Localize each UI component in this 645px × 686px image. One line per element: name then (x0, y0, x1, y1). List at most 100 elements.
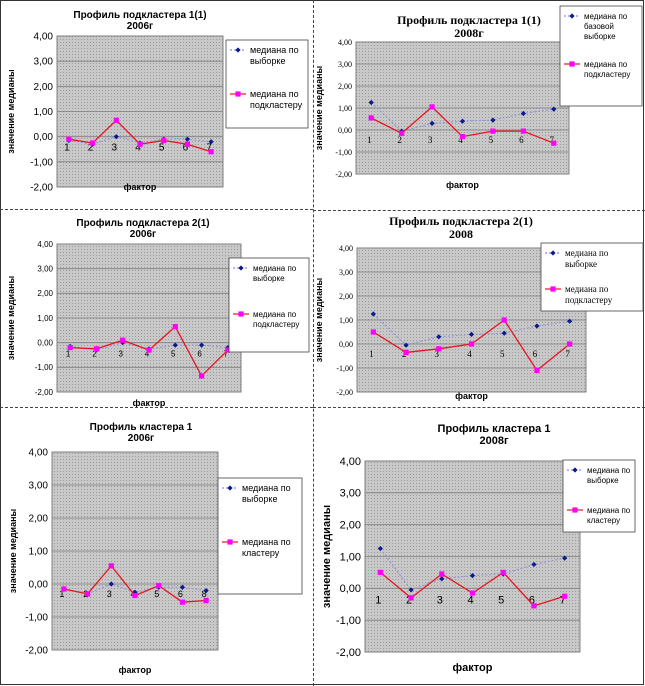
y-tick-label: 3,00 (340, 488, 361, 500)
y-tick-label: -2,00 (35, 388, 54, 397)
x-tick-label: 4 (135, 143, 141, 154)
chart-subtitle: 2006г (130, 229, 156, 240)
data-point-diamond (468, 331, 475, 337)
y-tick-label: 2,00 (37, 289, 53, 298)
x-tick-label: 1 (59, 589, 64, 599)
data-point-square (551, 140, 557, 146)
x-tick-label: 4 (458, 135, 463, 145)
data-point-diamond (179, 584, 186, 590)
y-tick-label: 3,00 (338, 60, 352, 69)
data-point-square (172, 324, 178, 330)
legend-label: медиана по кластеру (587, 506, 631, 525)
x-tick-label: 4 (145, 350, 150, 359)
x-tick-label: 3 (118, 350, 123, 359)
y-tick-label: 1,00 (29, 547, 49, 558)
chart-svg: 4,00 3,00 2,00 1,00 0,00 -1,00 -2,00 1 2 3 4 5 6 7 Про… (6, 217, 310, 407)
x-tick-label: 8 (202, 589, 207, 599)
data-point-square (429, 104, 435, 110)
data-point-diamond (439, 576, 445, 582)
chart-svg: 4,003,002,001,000,00-1,00-2,001234568Про… (8, 421, 303, 675)
legend-swatch-marker (572, 507, 578, 513)
data-point-square (93, 346, 100, 352)
legend-label: медиана по подкластеру (253, 310, 299, 329)
legend-swatch-marker (569, 13, 575, 19)
y-axis-label: значение медианы (6, 275, 16, 360)
data-point-square (137, 141, 143, 147)
legend-label: медиана по выборке (565, 248, 609, 269)
x-tick-label: 7 (560, 594, 566, 606)
y-tick-label: 1,00 (37, 314, 53, 323)
x-axis-label: фактор (119, 665, 152, 675)
chart-panel-subcluster-2-2006: 4,00 3,00 2,00 1,00 0,00 -1,00 -2,00 1 2 3 4 5 6 7 Про… (0, 210, 313, 407)
data-point-diamond (368, 99, 374, 106)
data-point-square (436, 346, 442, 352)
data-point-square (146, 347, 152, 353)
legend-box (217, 477, 303, 595)
x-tick-label: 3 (435, 349, 440, 359)
y-tick-label: 2,00 (339, 292, 353, 301)
chart-title: Профиль подкластера 2(1) (76, 217, 209, 229)
y-tick-label: 4,00 (29, 448, 49, 459)
data-point-square (562, 593, 568, 599)
data-point-square (84, 591, 91, 597)
data-point-diamond (459, 118, 466, 124)
legend-swatch-marker (550, 250, 556, 256)
y-tick-label: 4,00 (34, 32, 54, 43)
legend: медиана по базовой выборке медиана по подкла… (559, 5, 643, 107)
data-point-diamond (108, 581, 114, 587)
chart-svg: 4,00 3,00 2,00 1,00 0,00 -1,00 -2,00 1 2 3 4 5 6 7 Про… (314, 5, 643, 190)
x-tick-label: 7 (550, 135, 555, 145)
data-point-square (567, 341, 573, 347)
chart-title: Профиль подкластера 1(1) (73, 9, 206, 21)
legend-box (540, 242, 644, 312)
x-tick-label: 6 (197, 350, 202, 359)
data-point-square (439, 571, 445, 577)
chart-title: Профиль кластера 1 (90, 421, 193, 433)
legend-box (228, 257, 310, 353)
data-point-square (161, 137, 167, 144)
x-axis-label: фактор (133, 398, 166, 407)
y-tick-label: -2,00 (335, 170, 352, 179)
x-axis-label: фактор (446, 180, 479, 190)
y-tick-label: 0,00 (339, 340, 353, 349)
data-point-square (368, 115, 374, 121)
legend-label: медиана по базовой выборке (584, 12, 628, 41)
chart-subtitle: 2008 (449, 227, 473, 241)
legend: медиана по выборке медиана по подкластеру (540, 242, 644, 312)
legend: медиана по выборке медиана по подкластеру (228, 257, 310, 353)
data-point-square (208, 149, 214, 155)
x-tick-label: 2 (88, 143, 94, 154)
data-point-square (469, 590, 476, 596)
data-point-square (377, 569, 383, 576)
y-tick-label: 3,00 (339, 268, 353, 277)
y-tick-label: 2,00 (34, 82, 54, 93)
x-axis-label: фактор (124, 182, 157, 192)
legend: медиана по выборке медиана по кластеру (217, 477, 303, 595)
chart-subtitle: 2008г (454, 26, 484, 40)
x-tick-label: 3 (112, 143, 118, 154)
y-tick-label: 2,00 (29, 514, 49, 525)
data-point-diamond (184, 136, 191, 142)
y-axis-label: значение медианы (6, 69, 16, 154)
data-point-square (468, 341, 475, 347)
chart-svg: 4,00 3,00 2,00 1,00 0,00 -1,00 -2,00 1 2 3 4 5 6 7 Про… (6, 9, 309, 194)
x-tick-label: 5 (159, 143, 165, 154)
chart-subtitle: 2006г (127, 21, 153, 32)
x-tick-label: 5 (489, 135, 494, 145)
x-tick-label: 1 (367, 135, 372, 145)
x-tick-label: 6 (529, 594, 535, 606)
legend-label: медиана по выборке (242, 483, 291, 504)
y-tick-label: 0,00 (29, 580, 49, 591)
data-point-square (198, 373, 205, 379)
x-tick-label: 3 (107, 589, 112, 599)
legend: медиана по выборке медиана по кластеру (562, 459, 636, 533)
y-tick-label: -1,00 (25, 613, 48, 624)
legend-swatch-marker (572, 467, 578, 473)
y-tick-label: -1,00 (336, 615, 361, 627)
data-point-square (156, 583, 162, 589)
y-tick-label: 0,00 (37, 338, 53, 347)
x-tick-label: 6 (533, 349, 538, 359)
y-tick-label: 4,00 (340, 456, 361, 468)
data-point-diamond (208, 139, 214, 145)
data-point-square (531, 603, 537, 609)
